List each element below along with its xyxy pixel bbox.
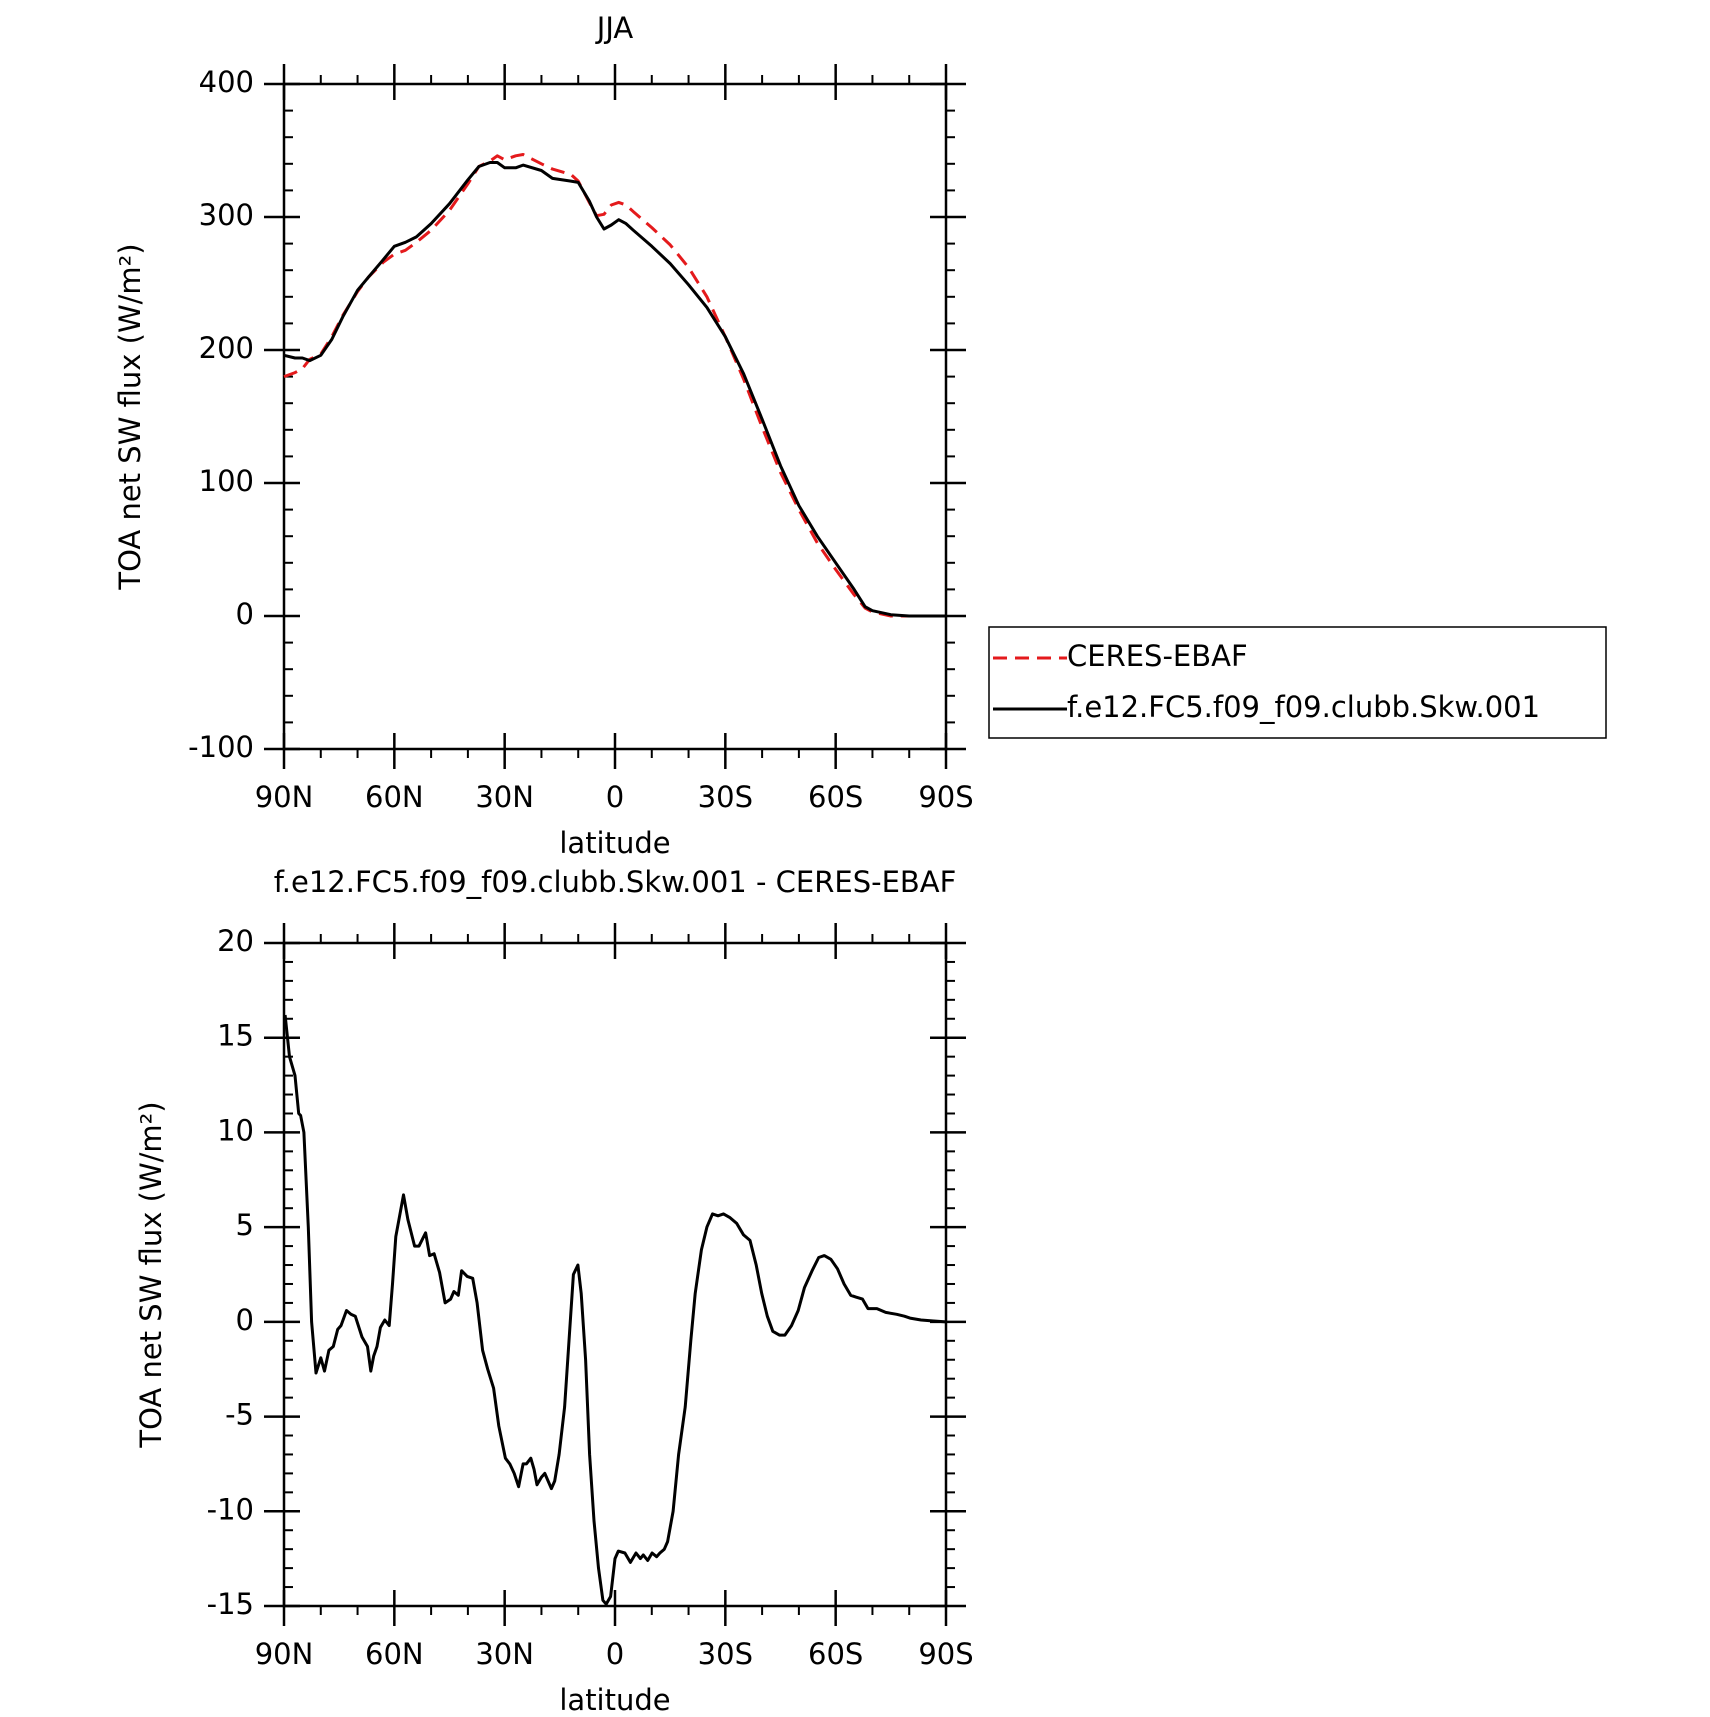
y-tick-label: 200 [199, 331, 254, 365]
y-tick-label: -100 [188, 730, 254, 764]
x-tick-label: 0 [606, 780, 624, 814]
x-tick-label: 60S [808, 780, 863, 814]
x-tick-label: 60S [808, 1637, 863, 1671]
y-tick-label: 100 [199, 464, 254, 498]
x-tick-label: 30S [698, 1637, 753, 1671]
legend-box [988, 626, 1607, 739]
x-tick-label: 30N [475, 780, 534, 814]
y-tick-label: 15 [217, 1019, 254, 1053]
y-tick-label: -5 [225, 1398, 254, 1432]
y-tick-label: 20 [217, 924, 254, 958]
legend-label: CERES-EBAF [1067, 639, 1248, 673]
x-axis-label: latitude [559, 826, 670, 860]
x-axis-label: latitude [559, 1683, 670, 1717]
y-tick-label: 300 [199, 198, 254, 232]
y-axis-label: TOA net SW flux (W/m²) [113, 243, 147, 590]
y-tick-label: -10 [207, 1492, 254, 1526]
y-tick-label: 0 [236, 1303, 254, 1337]
y-tick-label: -15 [207, 1587, 254, 1621]
x-tick-label: 30N [475, 1637, 534, 1671]
x-tick-label: 30S [698, 780, 753, 814]
data-line [283, 161, 946, 618]
x-tick-label: 0 [606, 1637, 624, 1671]
x-tick-label: 90N [255, 780, 314, 814]
chart-title: f.e12.FC5.f09_f09.clubb.Skw.001 - CERES-… [274, 865, 957, 899]
x-tick-label: 90S [918, 1637, 973, 1671]
y-tick-label: 5 [236, 1208, 254, 1242]
x-tick-label: 90S [918, 780, 973, 814]
x-tick-label: 60N [365, 780, 424, 814]
y-tick-label: 0 [236, 597, 254, 631]
data-line [283, 1014, 947, 1606]
x-tick-label: 90N [255, 1637, 314, 1671]
x-tick-label: 60N [365, 1637, 424, 1671]
y-tick-label: 400 [199, 65, 254, 99]
plot-frame [282, 941, 948, 1608]
plot-frame [282, 82, 948, 751]
chart-title: JJA [595, 11, 634, 45]
y-axis-label: TOA net SW flux (W/m²) [134, 1101, 168, 1448]
legend-label: f.e12.FC5.f09_f09.clubb.Skw.001 [1067, 690, 1540, 724]
y-tick-label: 10 [217, 1113, 254, 1147]
